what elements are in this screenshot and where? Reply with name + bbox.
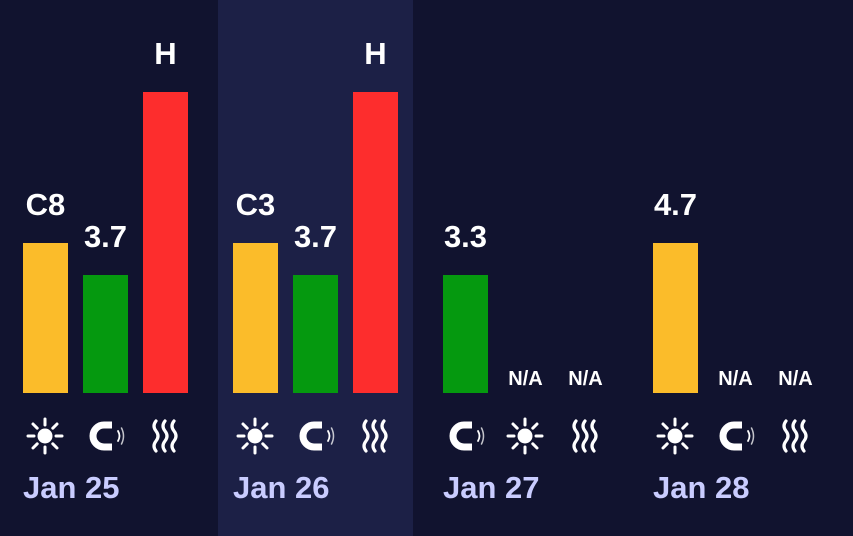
sun-icon bbox=[25, 416, 65, 456]
magnet-icon bbox=[715, 416, 755, 456]
data-label: N/A bbox=[778, 368, 813, 390]
magnet-icon bbox=[295, 416, 335, 456]
data-label: H bbox=[364, 36, 387, 71]
day-label: Jan 26 bbox=[233, 470, 330, 505]
magnet-bar bbox=[83, 275, 128, 393]
heat-waves-icon bbox=[145, 416, 185, 456]
data-label: N/A bbox=[718, 368, 753, 390]
magnet-bar bbox=[293, 275, 338, 393]
heat-waves-icon bbox=[775, 416, 815, 456]
magnet-bar bbox=[443, 275, 488, 393]
day-label: Jan 27 bbox=[443, 470, 540, 505]
data-label: 3.3 bbox=[443, 219, 488, 254]
data-label: 4.7 bbox=[653, 187, 698, 222]
data-label: 3.7 bbox=[83, 219, 128, 254]
heat-waves-icon bbox=[565, 416, 605, 456]
heat-bar bbox=[143, 92, 188, 393]
sun-icon bbox=[235, 416, 275, 456]
solar-bar bbox=[233, 243, 278, 393]
solar-bar bbox=[653, 243, 698, 393]
heat-waves-icon bbox=[355, 416, 395, 456]
sun-icon bbox=[655, 416, 695, 456]
data-label: C3 bbox=[235, 187, 276, 222]
data-label: C8 bbox=[25, 187, 66, 222]
day-label: Jan 28 bbox=[653, 470, 750, 505]
day-label: Jan 25 bbox=[23, 470, 120, 505]
solar-bar bbox=[23, 243, 68, 393]
data-label: 3.7 bbox=[293, 219, 338, 254]
magnet-icon bbox=[85, 416, 125, 456]
data-label: H bbox=[154, 36, 177, 71]
heat-bar bbox=[353, 92, 398, 393]
data-label: N/A bbox=[508, 368, 543, 390]
magnet-icon bbox=[445, 416, 485, 456]
data-label: N/A bbox=[568, 368, 603, 390]
sun-icon bbox=[505, 416, 545, 456]
